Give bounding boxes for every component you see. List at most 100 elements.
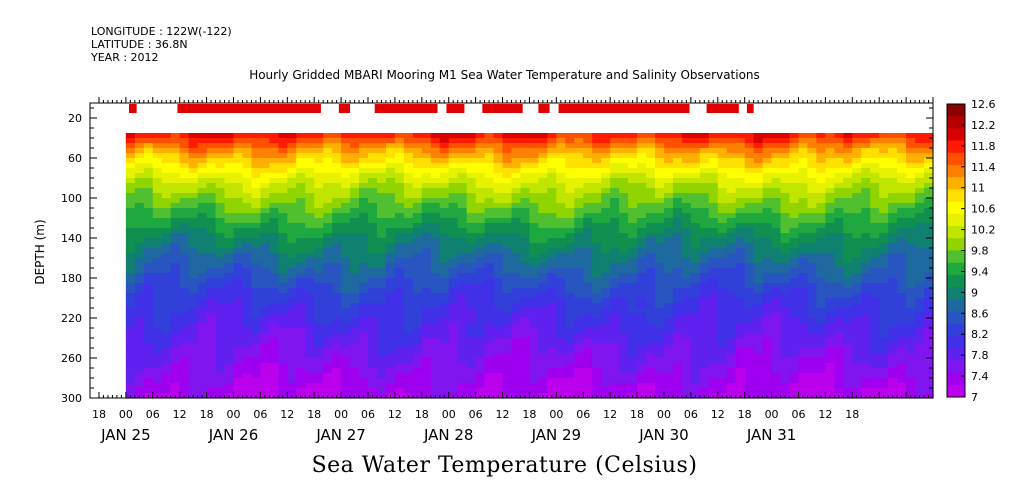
heatmap-cell (260, 153, 270, 159)
heatmap-cell (843, 318, 853, 324)
heatmap-cell (906, 263, 916, 269)
heatmap-cell (197, 278, 208, 284)
surface-marker (177, 104, 321, 113)
heatmap-cell (484, 353, 495, 359)
heatmap-cell (161, 153, 172, 159)
heatmap-cell (466, 348, 477, 354)
heatmap-cell (547, 223, 557, 229)
heatmap-cell (897, 263, 907, 269)
heatmap-cell (502, 388, 513, 394)
heatmap-cell (368, 358, 378, 364)
heatmap-cell (879, 203, 889, 209)
heatmap-cell (332, 193, 342, 199)
heatmap-cell (233, 338, 244, 344)
heatmap-cell (466, 368, 477, 374)
heatmap-cell (368, 238, 378, 244)
heatmap-cell (879, 268, 889, 274)
heatmap-cell (242, 353, 253, 359)
heatmap-cell (296, 363, 306, 369)
heatmap-cell (359, 158, 369, 164)
heatmap-cell (403, 263, 414, 269)
heatmap-cell (771, 168, 782, 174)
heatmap-cell (484, 168, 495, 174)
heatmap-cell (843, 298, 853, 304)
heatmap-cell (385, 218, 396, 224)
heatmap-cell (215, 318, 226, 324)
heatmap-cell (906, 323, 916, 329)
heatmap-cell (601, 163, 611, 169)
heatmap-cell (663, 263, 674, 269)
heatmap-cell (735, 143, 746, 149)
heatmap-cell (565, 338, 575, 344)
heatmap-cell (314, 283, 324, 289)
heatmap-cell (780, 303, 791, 309)
year-label: YEAR : 2012 (91, 51, 159, 64)
heatmap-cell (197, 248, 208, 254)
heatmap-cell (287, 228, 297, 234)
heatmap-cell (897, 228, 907, 234)
heatmap-cell (708, 198, 719, 204)
heatmap-cell (412, 368, 423, 374)
heatmap-cell (376, 173, 387, 179)
heatmap-cell (780, 338, 791, 344)
heatmap-cell (260, 378, 270, 384)
heatmap-cell (906, 228, 916, 234)
heatmap-cell (161, 293, 172, 299)
heatmap-cell (744, 328, 755, 334)
heatmap-cell (834, 248, 844, 254)
heatmap-cell (206, 363, 217, 369)
heatmap-cell (359, 233, 369, 239)
heatmap-cell (242, 178, 253, 184)
heatmap-cell (314, 288, 324, 294)
heatmap-cell (368, 353, 378, 359)
heatmap-cell (762, 148, 773, 154)
heatmap-cell (269, 168, 279, 174)
heatmap-cell (296, 303, 306, 309)
heatmap-cell (825, 288, 835, 294)
heatmap-cell (341, 163, 351, 169)
heatmap-cell (834, 313, 844, 319)
heatmap-cell (448, 233, 459, 239)
heatmap-cell (628, 298, 638, 304)
heatmap-cell (753, 328, 764, 334)
heatmap-cell (538, 218, 548, 224)
heatmap-cell (269, 193, 279, 199)
heatmap-cell (520, 183, 531, 189)
heatmap-cell (332, 198, 342, 204)
heatmap-cell (690, 343, 701, 349)
heatmap-cell (529, 313, 540, 319)
heatmap-cell (475, 278, 486, 284)
heatmap-cell (708, 353, 719, 359)
heatmap-cell (816, 183, 826, 189)
heatmap-cell (475, 378, 486, 384)
heatmap-cell (368, 303, 378, 309)
heatmap-cell (260, 203, 270, 209)
heatmap-cell (170, 228, 181, 234)
heatmap-cell (708, 333, 719, 339)
heatmap-cell (359, 133, 369, 139)
heatmap-cell (717, 343, 728, 349)
heatmap-cell (753, 318, 764, 324)
heatmap-cell (224, 223, 235, 229)
heatmap-cell (385, 133, 396, 139)
heatmap-cell (359, 198, 369, 204)
heatmap-cell (242, 273, 253, 279)
heatmap-cell (242, 228, 253, 234)
heatmap-cell (421, 383, 432, 389)
heatmap-cell (744, 313, 755, 319)
heatmap-cell (583, 218, 593, 224)
heatmap-cell (529, 378, 540, 384)
heatmap-cell (717, 218, 728, 224)
heatmap-cell (601, 193, 611, 199)
heatmap-cell (852, 203, 862, 209)
heatmap-cell (385, 258, 396, 264)
heatmap-cell (690, 208, 701, 214)
heatmap-cell (681, 253, 692, 259)
heatmap-cell (269, 273, 279, 279)
heatmap-cell (502, 213, 513, 219)
heatmap-cell (448, 323, 459, 329)
heatmap-cell (179, 283, 190, 289)
heatmap-cell (385, 368, 396, 374)
heatmap-cell (717, 333, 728, 339)
heatmap-cell (179, 323, 190, 329)
